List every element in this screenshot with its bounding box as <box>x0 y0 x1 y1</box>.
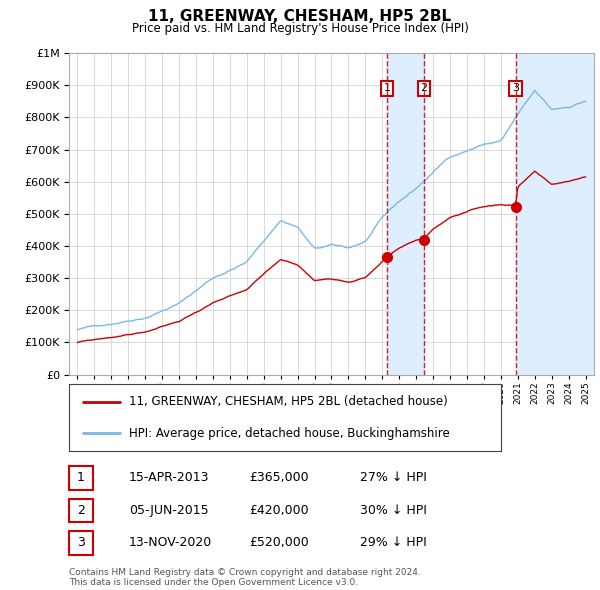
Text: 13-NOV-2020: 13-NOV-2020 <box>129 536 212 549</box>
Text: 3: 3 <box>77 536 85 549</box>
Text: 05-JUN-2015: 05-JUN-2015 <box>129 504 209 517</box>
Text: 1: 1 <box>384 83 391 93</box>
Text: £520,000: £520,000 <box>249 536 309 549</box>
Text: £365,000: £365,000 <box>249 471 308 484</box>
Bar <box>515 53 594 375</box>
Text: 3: 3 <box>512 83 519 93</box>
Bar <box>387 53 424 375</box>
Text: 1: 1 <box>77 471 85 484</box>
Text: HPI: Average price, detached house, Buckinghamshire: HPI: Average price, detached house, Buck… <box>130 427 450 440</box>
Text: 2: 2 <box>421 83 428 93</box>
Text: 2: 2 <box>77 504 85 517</box>
Text: 30% ↓ HPI: 30% ↓ HPI <box>360 504 427 517</box>
Text: 15-APR-2013: 15-APR-2013 <box>129 471 209 484</box>
Text: Price paid vs. HM Land Registry's House Price Index (HPI): Price paid vs. HM Land Registry's House … <box>131 22 469 35</box>
Text: Contains HM Land Registry data © Crown copyright and database right 2024.
This d: Contains HM Land Registry data © Crown c… <box>69 568 421 587</box>
Text: £420,000: £420,000 <box>249 504 308 517</box>
Text: 29% ↓ HPI: 29% ↓ HPI <box>360 536 427 549</box>
Text: 11, GREENWAY, CHESHAM, HP5 2BL: 11, GREENWAY, CHESHAM, HP5 2BL <box>148 9 452 24</box>
Text: 27% ↓ HPI: 27% ↓ HPI <box>360 471 427 484</box>
Text: 11, GREENWAY, CHESHAM, HP5 2BL (detached house): 11, GREENWAY, CHESHAM, HP5 2BL (detached… <box>130 395 448 408</box>
